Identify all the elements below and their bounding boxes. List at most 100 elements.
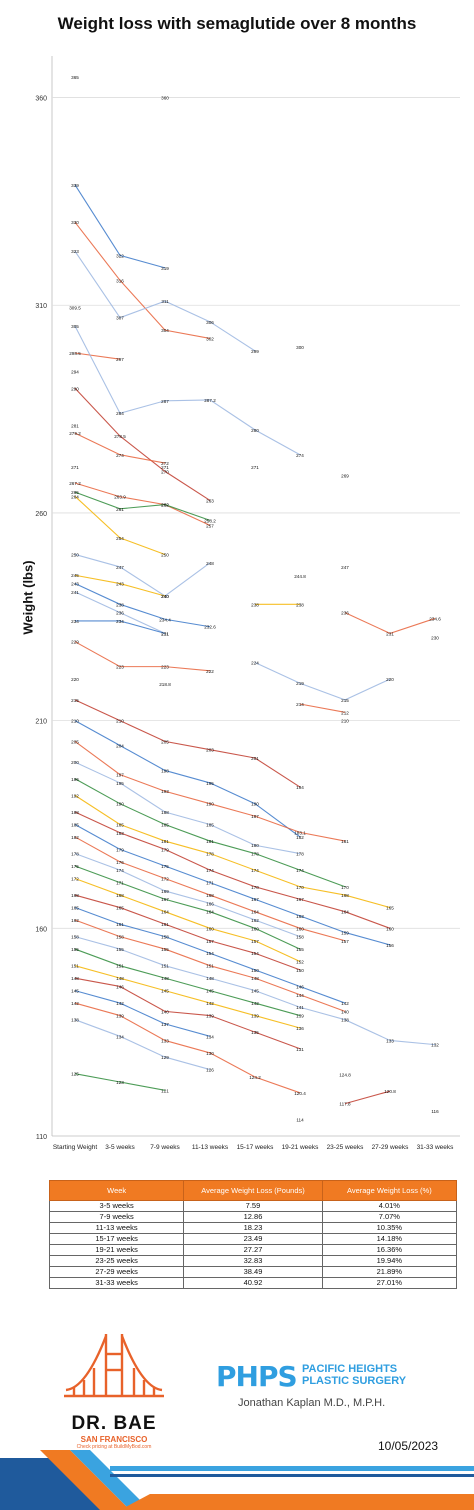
data-label: 160 xyxy=(206,926,214,931)
data-label: 140 xyxy=(161,1009,169,1014)
data-label: 287.2 xyxy=(204,398,216,403)
y-tick-label: 310 xyxy=(35,303,47,310)
data-label: 339 xyxy=(71,183,79,188)
data-label: 224 xyxy=(251,660,259,665)
data-label: 258.2 xyxy=(204,518,216,523)
data-label: 302 xyxy=(206,336,214,341)
table-cell-pounds: 38.49 xyxy=(183,1266,323,1278)
data-label: 271 xyxy=(161,465,169,470)
data-label: 142 xyxy=(341,1001,349,1006)
series-line xyxy=(74,699,301,788)
data-label: 148 xyxy=(116,976,124,981)
series-line xyxy=(299,703,346,713)
series-line xyxy=(74,811,391,929)
data-label: 164 xyxy=(251,910,259,915)
x-tick-label: 31-33 weeks xyxy=(417,1144,455,1151)
data-label: 139 xyxy=(296,1014,304,1019)
table-cell-week: 3-5 weeks xyxy=(48,1200,185,1212)
data-label: 250 xyxy=(161,552,169,557)
data-label: 164 xyxy=(341,910,349,915)
data-label: 168 xyxy=(341,893,349,898)
series-line xyxy=(344,612,436,634)
data-label: 165 xyxy=(71,906,79,911)
data-label: 190 xyxy=(206,802,214,807)
data-label: 261 xyxy=(116,507,124,512)
data-label: 234.6 xyxy=(429,616,441,621)
data-label: 126 xyxy=(206,1068,214,1073)
data-label: 146 xyxy=(116,984,124,989)
x-tick-label: 23-25 weeks xyxy=(327,1144,365,1151)
series-line xyxy=(74,250,256,352)
weight-line-chart: 365 360 339 322 319 330 316 304 302 300 323 307 311 3… xyxy=(35,56,460,1151)
data-label: 125 xyxy=(71,1072,79,1077)
data-label: 138 xyxy=(341,1018,349,1023)
data-label: 192 xyxy=(71,793,79,798)
series-line xyxy=(74,907,346,1004)
data-label: 279.2 xyxy=(69,431,81,436)
data-label: 157 xyxy=(206,939,214,944)
data-label: 205 xyxy=(71,739,79,744)
data-label: 116 xyxy=(431,1109,439,1114)
data-label: 231 xyxy=(161,631,169,636)
table-cell-pounds: 40.92 xyxy=(183,1277,323,1289)
data-label: 290 xyxy=(71,386,79,391)
data-label: 163 xyxy=(296,914,304,919)
data-label: 135 xyxy=(251,1030,259,1035)
data-label: 139 xyxy=(251,1014,259,1019)
data-label: 190 xyxy=(116,802,124,807)
data-label: 263 xyxy=(206,498,214,503)
series-line xyxy=(74,836,346,942)
data-label: 238 xyxy=(116,602,124,607)
y-tick-label: 160 xyxy=(35,926,47,933)
data-label: 169 xyxy=(161,889,169,894)
data-label: 271 xyxy=(251,465,259,470)
data-label: 178 xyxy=(206,852,214,857)
data-label: 185 xyxy=(161,822,169,827)
data-label: 222 xyxy=(206,669,214,674)
data-label: 164 xyxy=(206,910,214,915)
data-label: 168 xyxy=(206,893,214,898)
data-label: 287 xyxy=(161,399,169,404)
data-label: 148 xyxy=(71,976,79,981)
series-line xyxy=(74,641,211,672)
data-label: 185 xyxy=(116,822,124,827)
dr-bae-logo: DR. BAE SAN FRANCISCO Check pricing at B… xyxy=(64,1330,164,1450)
data-label: 181 xyxy=(161,839,169,844)
data-label: 146 xyxy=(296,984,304,989)
y-tick-label: 210 xyxy=(35,719,47,726)
y-tick-label: 260 xyxy=(35,511,47,518)
data-label: 120.4 xyxy=(294,1091,306,1096)
data-label: 182 xyxy=(71,835,79,840)
decorative-stripes xyxy=(0,1450,474,1510)
data-label: 145 xyxy=(71,989,79,994)
table-cell-percent: 14.18% xyxy=(321,1233,458,1245)
data-label: 160 xyxy=(251,926,259,931)
data-label: 267.2 xyxy=(69,481,81,486)
data-label: 175 xyxy=(161,864,169,869)
data-label: 311 xyxy=(161,299,169,304)
series-line xyxy=(74,495,166,555)
dr-bae-city: SAN FRANCISCO xyxy=(80,1435,148,1444)
data-label: 158 xyxy=(161,935,169,940)
data-label: 178 xyxy=(71,852,79,857)
data-label: 141 xyxy=(296,1005,304,1010)
series-line xyxy=(74,1019,211,1071)
series-line xyxy=(74,432,166,464)
table-header-percent: Average Weight Loss (%) xyxy=(321,1180,458,1201)
series-line xyxy=(74,823,391,946)
x-tick-label: 11-13 weeks xyxy=(192,1144,229,1151)
data-label: 360 xyxy=(161,96,169,101)
data-label: 188 xyxy=(71,810,79,815)
y-tick-label: 110 xyxy=(36,1134,47,1141)
data-label: 203 xyxy=(206,748,214,753)
table-row: 31-33 weeks 40.92 27.01% xyxy=(48,1277,458,1289)
series-line xyxy=(74,352,121,360)
data-label: 176 xyxy=(116,860,124,865)
data-label: 236 xyxy=(341,611,349,616)
data-label: 121 xyxy=(161,1088,169,1093)
data-label: 297 xyxy=(116,357,124,362)
table-cell-percent: 10.35% xyxy=(321,1222,458,1234)
series-line xyxy=(74,553,211,597)
x-tick-label: 3-5 weeks xyxy=(105,1144,135,1151)
data-label: 234 xyxy=(71,619,79,624)
